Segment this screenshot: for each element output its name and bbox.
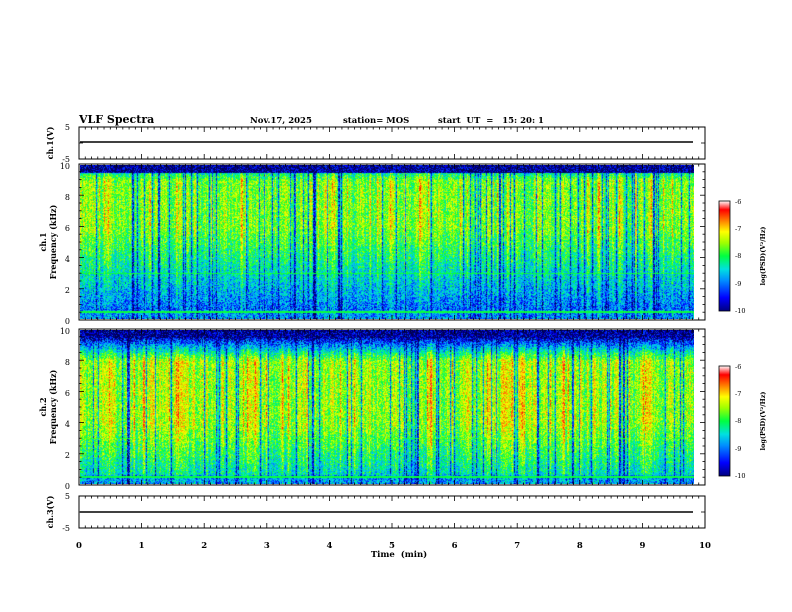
colorbar-2-label: log(PSD)(V²/Hz) (759, 392, 767, 451)
ch1-waveform-panel: 5 -5 ch.1(V) (45, 123, 706, 164)
colorbar-2-tick-neg9: -9 (735, 445, 741, 453)
ch1-waveform-ylabel: ch.1(V) (45, 126, 55, 159)
ch3-waveform-panel: 5 -5 ch.3(V) (45, 492, 706, 533)
colorbar-1-tick-neg8: -8 (735, 252, 741, 260)
axis-ticks (78, 126, 706, 529)
ch1-waveform-ytick-bottom: -5 (62, 155, 70, 164)
colorbar-1-scale (718, 200, 731, 312)
ch1-spec-ytick-0: 0 (65, 317, 70, 326)
x-tick-label-4: 4 (326, 541, 332, 551)
colorbar-2-tick-neg7: -7 (735, 390, 741, 398)
ch2-spec-ytick-4: 4 (65, 420, 70, 429)
ch1-spec-ytick-2: 2 (65, 286, 70, 295)
x-tick-label-1: 1 (139, 541, 145, 551)
ch2-spec-channel-label: ch.2 (38, 397, 48, 416)
station-label: station= MOS (343, 116, 409, 126)
ch2-spec-ytick-6: 6 (65, 389, 70, 398)
x-tick-label-7: 7 (514, 541, 520, 551)
ch1-waveform-ytick-top: 5 (65, 123, 70, 132)
colorbar-2-tick-neg6: -6 (735, 363, 741, 371)
start-time-label: start UT = 15: 20: 1 (438, 116, 544, 126)
x-axis-label: Time (min) (371, 549, 427, 560)
colorbar-1-tick-neg7: -7 (735, 225, 741, 233)
colorbar-2: -6 -7 -8 -9 -10 log(PSD)(V²/Hz) (718, 363, 767, 480)
ch1-spec-ylabel: Frequency (kHz) (48, 204, 58, 279)
colorbar-1-tick-neg6: -6 (735, 198, 741, 206)
colorbar-1: -6 -7 -8 -9 -10 log(PSD)(V²/Hz) (718, 198, 767, 315)
figure-title: VLF Spectra (78, 113, 154, 126)
ch1-spectrogram-panel: 0 2 4 6 8 10 ch.1 Frequency (kHz) (38, 162, 706, 326)
ch1-spec-ytick-10: 10 (60, 162, 70, 171)
ch2-spec-ytick-2: 2 (65, 451, 70, 460)
x-tick-label-8: 8 (577, 541, 583, 551)
ch3-waveform-ylabel: ch.3(V) (45, 495, 55, 528)
x-tick-label-9: 9 (639, 541, 645, 551)
x-tick-label-5: 5 (389, 541, 395, 551)
ch1-spec-ytick-8: 8 (65, 193, 70, 202)
colorbar-2-tick-neg10: -10 (735, 472, 745, 480)
x-tick-label-0: 0 (76, 541, 82, 551)
ch3-waveform-ytick-top: 5 (65, 492, 70, 501)
colorbar-1-label: log(PSD)(V²/Hz) (759, 227, 767, 286)
ch2-spec-ytick-8: 8 (65, 358, 70, 367)
ch2-spec-ytick-0: 0 (65, 482, 70, 491)
x-tick-label-3: 3 (264, 541, 270, 551)
ch1-spec-channel-label: ch.1 (38, 232, 48, 251)
date-label: Nov.17, 2025 (250, 116, 312, 126)
colorbar-1-tick-neg10: -10 (735, 307, 745, 315)
ch1-spec-ytick-6: 6 (65, 224, 70, 233)
x-tick-label-6: 6 (452, 541, 458, 551)
x-tick-label-10: 10 (699, 541, 711, 551)
ch2-spectrogram-image (80, 330, 694, 484)
colorbar-2-scale (718, 365, 731, 477)
ch2-spectrogram-panel: 0 2 4 6 8 10 ch.2 Frequency (kHz) (38, 327, 706, 491)
ch1-spectrogram-image (80, 165, 694, 319)
colorbar-1-tick-neg9: -9 (735, 280, 741, 288)
ch3-waveform-ytick-bottom: -5 (62, 524, 70, 533)
ch2-spec-ylabel: Frequency (kHz) (48, 369, 58, 444)
ch2-spec-ytick-10: 10 (60, 327, 70, 336)
x-tick-label-2: 2 (201, 541, 207, 551)
x-axis-tick-labels: 0 1 2 3 4 5 6 7 8 9 10 (76, 541, 711, 551)
ch1-spec-ytick-4: 4 (65, 255, 70, 264)
colorbar-2-tick-neg8: -8 (735, 417, 741, 425)
